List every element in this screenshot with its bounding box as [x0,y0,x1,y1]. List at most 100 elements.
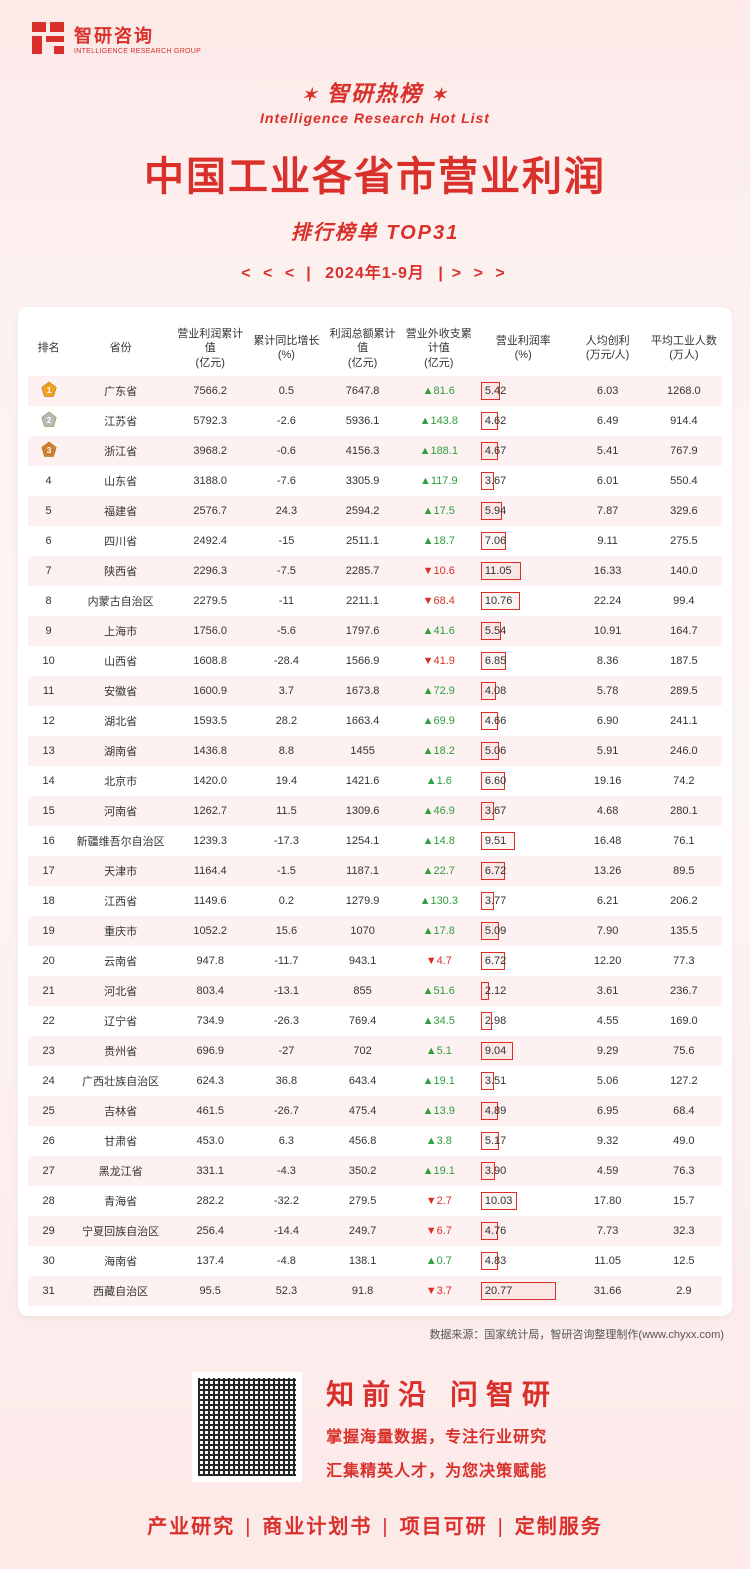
svg-text:2: 2 [46,416,51,425]
source-note: 数据来源：国家统计局，智研咨询整理制作(www.chyxx.com) [0,1326,724,1342]
value-cell: 1070 [325,916,401,946]
table-row: 9上海市1756.0-5.61797.6▲41.65.5410.91164.7 [28,616,722,646]
table-row: 25吉林省461.5-26.7475.4▲13.94.896.9568.4 [28,1096,722,1126]
rank-cell: 31 [28,1276,69,1306]
value-cell: 2576.7 [172,496,248,526]
rank-cell: 4 [28,466,69,496]
table-row: 7陕西省2296.3-7.52285.7▼10.611.0516.33140.0 [28,556,722,586]
rate-bar-cell: 5.06 [477,736,570,766]
star-icon: ✶ [302,85,319,105]
value-cell: 3968.2 [172,436,248,466]
change-cell: ▲17.5 [401,496,477,526]
ranking-table: 排名省份营业利润累计值(亿元)累计同比增长(%)利润总额累计值(亿元)营业外收支… [28,321,722,1306]
rate-bar-cell: 10.76 [477,586,570,616]
value-cell: 350.2 [325,1156,401,1186]
medal-icon: 2 [38,410,60,432]
value-cell: 7.73 [570,1216,646,1246]
rank-cell: 23 [28,1036,69,1066]
value-cell: 3.7 [248,676,324,706]
rate-bar-cell: 5.94 [477,496,570,526]
province-cell: 广东省 [69,376,172,406]
column-header: 省份 [69,321,172,376]
value-cell: 206.2 [646,886,722,916]
value-cell: 31.66 [570,1276,646,1306]
value-cell: 5936.1 [325,406,401,436]
change-cell: ▲51.6 [401,976,477,1006]
value-cell: 1593.5 [172,706,248,736]
medal-icon: 3 [38,440,60,462]
value-cell: 5.78 [570,676,646,706]
value-cell: -0.6 [248,436,324,466]
value-cell: 1756.0 [172,616,248,646]
rank-cell: 15 [28,796,69,826]
rank-cell: 5 [28,496,69,526]
rate-bar-cell: 6.85 [477,646,570,676]
table-row: 29宁夏回族自治区256.4-14.4249.7▼6.74.767.7332.3 [28,1216,722,1246]
value-cell: -4.8 [248,1246,324,1276]
value-cell: 10.91 [570,616,646,646]
value-cell: 13.26 [570,856,646,886]
value-cell: 4.55 [570,1006,646,1036]
table-row: 2江苏省5792.3-2.65936.1▲143.84.626.49914.4 [28,406,722,436]
date-line: < < <| 2024年1-9月 |> > > [0,259,750,283]
change-cell: ▲1.6 [401,766,477,796]
logo-en: INTELLIGENCE RESEARCH GROUP [74,48,201,55]
rate-bar-cell: 3.67 [477,796,570,826]
service-item: 项目可研 [400,1516,488,1538]
value-cell: 331.1 [172,1156,248,1186]
logo-icon [30,20,66,56]
change-cell: ▲18.2 [401,736,477,766]
table-row: 18江西省1149.60.21279.9▲130.33.776.21206.2 [28,886,722,916]
value-cell: 6.95 [570,1096,646,1126]
value-cell: 5.06 [570,1066,646,1096]
value-cell: 5.91 [570,736,646,766]
value-cell: 15.7 [646,1186,722,1216]
province-cell: 湖北省 [69,706,172,736]
change-cell: ▲34.5 [401,1006,477,1036]
value-cell: 282.2 [172,1186,248,1216]
change-cell: ▲0.7 [401,1246,477,1276]
value-cell: 75.6 [646,1036,722,1066]
rate-bar-cell: 3.90 [477,1156,570,1186]
rank-cell: 14 [28,766,69,796]
value-cell: 289.5 [646,676,722,706]
table-row: 20云南省947.8-11.7943.1▼4.76.7212.2077.3 [28,946,722,976]
change-cell: ▲19.1 [401,1156,477,1186]
value-cell: 279.5 [325,1186,401,1216]
province-cell: 青海省 [69,1186,172,1216]
table-row: 12湖北省1593.528.21663.4▲69.94.666.90241.1 [28,706,722,736]
value-cell: 135.5 [646,916,722,946]
table-row: 3浙江省3968.2-0.64156.3▲188.14.675.41767.9 [28,436,722,466]
table-row: 13湖南省1436.88.81455▲18.25.065.91246.0 [28,736,722,766]
value-cell: 0.5 [248,376,324,406]
change-cell: ▲13.9 [401,1096,477,1126]
value-cell: 256.4 [172,1216,248,1246]
sub-title: 排行榜单 TOP31 [0,216,750,245]
value-cell: 246.0 [646,736,722,766]
value-cell: 24.3 [248,496,324,526]
rank-cell: 29 [28,1216,69,1246]
rate-bar-cell: 2.98 [477,1006,570,1036]
separator: | [498,1516,505,1538]
rate-bar-cell: 3.67 [477,466,570,496]
table-row: 10山西省1608.8-28.41566.9▼41.96.858.36187.5 [28,646,722,676]
value-cell: 3.61 [570,976,646,1006]
value-cell: -11 [248,586,324,616]
slogan-line-2: 汇集精英人才，为您决策赋能 [326,1457,558,1481]
province-cell: 海南省 [69,1246,172,1276]
value-cell: 15.6 [248,916,324,946]
province-cell: 北京市 [69,766,172,796]
value-cell: 5.41 [570,436,646,466]
rate-bar-cell: 5.09 [477,916,570,946]
hotlist-cn: 智研热榜 [327,81,423,106]
value-cell: 943.1 [325,946,401,976]
province-cell: 浙江省 [69,436,172,466]
value-cell: 1279.9 [325,886,401,916]
value-cell: 2285.7 [325,556,401,586]
value-cell: 2511.1 [325,526,401,556]
value-cell: 187.5 [646,646,722,676]
value-cell: 2279.5 [172,586,248,616]
table-row: 27黑龙江省331.1-4.3350.2▲19.13.904.5976.3 [28,1156,722,1186]
value-cell: 8.36 [570,646,646,676]
hotlist-header: ✶ 智研热榜 ✶ Intelligence Research Hot List [0,76,750,126]
